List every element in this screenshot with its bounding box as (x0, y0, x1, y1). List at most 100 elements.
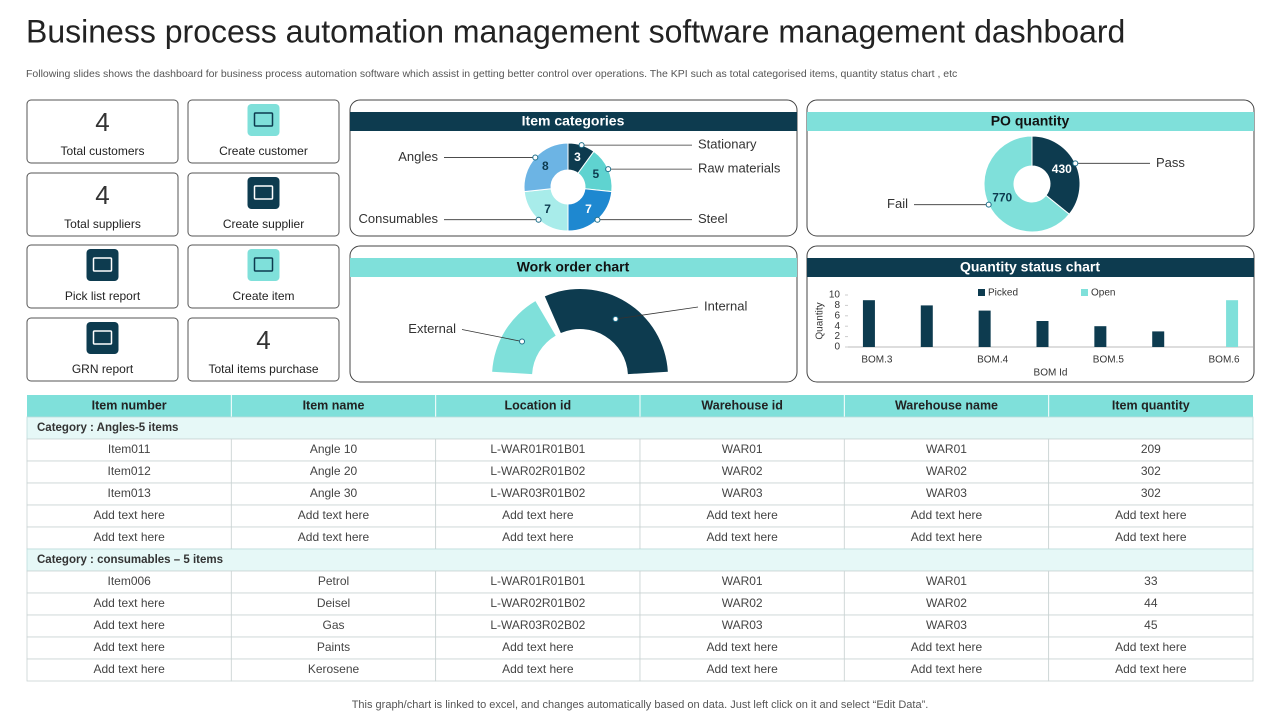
tile-label: Pick list report (65, 289, 141, 303)
footer-note: This graph/chart is linked to excel, and… (352, 699, 929, 711)
tile (26, 99, 179, 164)
tile-label: Create supplier (223, 217, 304, 231)
bar (1152, 331, 1165, 347)
cell-text: 302 (1141, 464, 1161, 478)
cell-text: Add text here (502, 640, 574, 654)
cell-text: L-WAR01R01B01 (490, 574, 585, 588)
tile-label: Total customers (60, 144, 144, 158)
cell-text: WAR03 (926, 486, 967, 500)
cell-text: WAR02 (926, 596, 967, 610)
leader-dot (594, 216, 601, 223)
cell-text: Add text here (706, 640, 778, 654)
column-header: Item quantity (1112, 398, 1190, 412)
cell-text: Add text here (706, 508, 778, 522)
data-label: 3 (574, 150, 581, 164)
panel-title: Work order chart (517, 259, 630, 275)
cell-text: Deisel (317, 596, 350, 610)
cell-text: L-WAR02R01B02 (490, 464, 585, 478)
cell-text: L-WAR02R01B02 (490, 596, 585, 610)
data-label: 8 (542, 159, 549, 173)
cell-text: Item012 (107, 464, 151, 478)
y-tick-label: 4 (834, 321, 840, 332)
category-label: Stationary (698, 137, 757, 152)
leader-line (615, 306, 699, 320)
cell-text: Add text here (93, 662, 165, 676)
category-label: Raw materials (698, 161, 781, 176)
bar (978, 310, 991, 347)
cell-text: Add text here (1115, 530, 1187, 544)
cell-text: WAR02 (722, 464, 763, 478)
cell-text: Add text here (502, 530, 574, 544)
cell-text: Angle 30 (310, 486, 358, 500)
tile-label: Total items purchase (208, 362, 318, 376)
tile-icon-glyph (253, 257, 274, 272)
cell-text: Add text here (1115, 662, 1187, 676)
cell-text: 33 (1144, 574, 1158, 588)
leader-dot (605, 166, 612, 173)
section-title: Category : Angles-5 items (37, 422, 178, 434)
bar (920, 305, 933, 347)
leader-line (461, 329, 523, 342)
data-label: 430 (1052, 162, 1072, 176)
legend-label: Open (1091, 288, 1115, 299)
cell-text: Add text here (93, 596, 165, 610)
tile-icon-glyph (253, 112, 274, 127)
cell-text: Add text here (1115, 508, 1187, 522)
cell-text: Item006 (107, 574, 151, 588)
cell-text: 44 (1144, 596, 1158, 610)
panel-title: PO quantity (991, 113, 1070, 129)
panel-header (350, 258, 797, 277)
tile-value: 4 (95, 107, 109, 137)
y-tick-label: 10 (829, 290, 841, 301)
tile-icon (247, 249, 280, 281)
cell-text: Add text here (93, 508, 165, 522)
x-tick-label: BOM.4 (977, 355, 1009, 366)
cell-text: L-WAR01R01B01 (490, 442, 585, 456)
legend-label: Picked (988, 288, 1018, 299)
leader-dot (532, 154, 539, 161)
panel-header (807, 258, 1254, 277)
leader-dot (612, 316, 619, 323)
category-label: Pass (1156, 155, 1185, 170)
tile-label: GRN report (72, 362, 134, 376)
page-subtitle: Following slides shows the dashboard for… (26, 68, 957, 80)
tile-label: Create customer (219, 144, 308, 158)
x-axis-label: BOM Id (1034, 368, 1068, 379)
cell-text: Kerosene (308, 662, 360, 676)
leader-dot (985, 201, 992, 208)
column-header: Location id (504, 398, 571, 412)
cell-text: 209 (1141, 442, 1161, 456)
tile-icon-glyph (92, 257, 113, 272)
cell-text: WAR01 (926, 574, 967, 588)
leader-dot (535, 216, 542, 223)
cell-text: Petrol (318, 574, 349, 588)
panel (806, 99, 1255, 237)
cell-text: WAR01 (722, 574, 763, 588)
y-tick-label: 6 (834, 310, 840, 321)
cell-text: Item011 (108, 442, 151, 456)
data-label: 7 (585, 202, 592, 216)
column-header: Item number (92, 398, 167, 412)
cell-text: L-WAR03R02B02 (490, 618, 585, 632)
panel-header (807, 112, 1254, 131)
tile (187, 317, 340, 382)
tile-icon (86, 322, 119, 354)
cell-text: Add text here (298, 530, 370, 544)
cell-text: WAR02 (722, 596, 763, 610)
cell-text: 302 (1141, 486, 1161, 500)
bar (1036, 321, 1049, 347)
cell-text: Add text here (502, 508, 574, 522)
x-tick-label: BOM.3 (861, 355, 893, 366)
tile-icon-glyph (253, 185, 274, 200)
tile-icon-glyph (92, 330, 113, 345)
bar (1226, 300, 1239, 347)
tile-label: Create item (232, 289, 294, 303)
data-label: 770 (992, 190, 1012, 204)
category-label: External (408, 321, 456, 336)
bar (862, 300, 875, 347)
donut-segment (1031, 135, 1081, 215)
cell-text: WAR02 (926, 464, 967, 478)
x-tick-label: BOM.5 (1093, 355, 1125, 366)
cell-text: Add text here (706, 530, 778, 544)
